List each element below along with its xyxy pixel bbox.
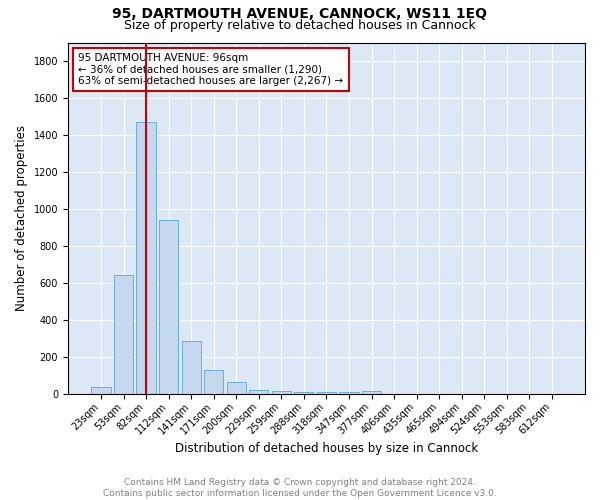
Bar xyxy=(362,391,381,394)
Bar xyxy=(340,392,359,394)
Y-axis label: Number of detached properties: Number of detached properties xyxy=(15,125,28,311)
Bar xyxy=(91,387,110,394)
Bar xyxy=(272,391,291,394)
Bar xyxy=(136,122,155,394)
X-axis label: Distribution of detached houses by size in Cannock: Distribution of detached houses by size … xyxy=(175,442,478,455)
Bar xyxy=(114,274,133,394)
Text: Size of property relative to detached houses in Cannock: Size of property relative to detached ho… xyxy=(124,19,476,32)
Bar xyxy=(317,392,336,394)
Bar xyxy=(227,382,246,394)
Bar xyxy=(249,390,268,394)
Bar xyxy=(159,220,178,394)
Text: 95, DARTMOUTH AVENUE, CANNOCK, WS11 1EQ: 95, DARTMOUTH AVENUE, CANNOCK, WS11 1EQ xyxy=(113,8,487,22)
Bar xyxy=(204,370,223,394)
Text: 95 DARTMOUTH AVENUE: 96sqm
← 36% of detached houses are smaller (1,290)
63% of s: 95 DARTMOUTH AVENUE: 96sqm ← 36% of deta… xyxy=(78,53,343,86)
Bar xyxy=(295,392,313,394)
Bar xyxy=(182,341,201,394)
Text: Contains HM Land Registry data © Crown copyright and database right 2024.
Contai: Contains HM Land Registry data © Crown c… xyxy=(103,478,497,498)
